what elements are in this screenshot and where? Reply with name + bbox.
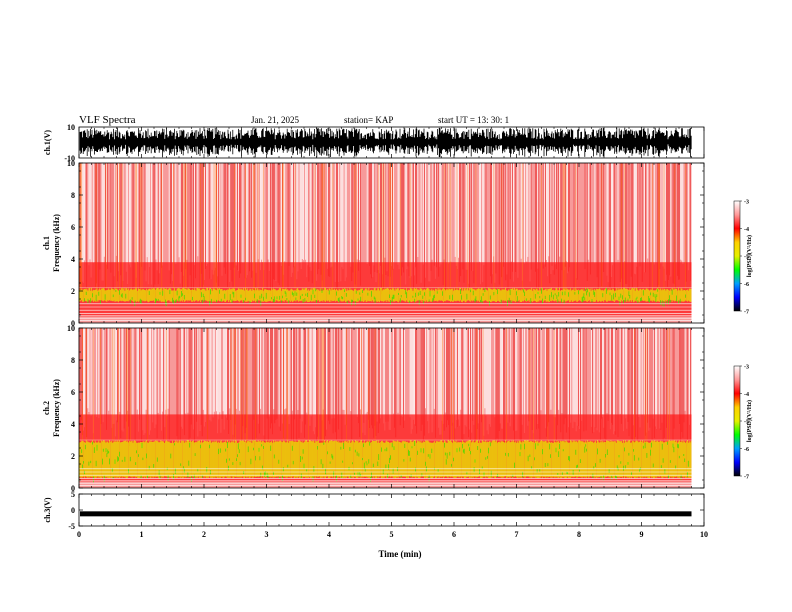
x-tick-label: 6 — [452, 530, 456, 539]
colorbar-label: log(PSD)(V²/Hz) — [746, 235, 753, 277]
colorbar-tick-label: -6 — [744, 447, 749, 453]
x-tick-label: 5 — [390, 530, 394, 539]
y-tick-label: 0 — [71, 506, 75, 515]
x-tick-label: 7 — [515, 530, 519, 539]
y-tick-label: 4 — [71, 420, 75, 429]
y-axis-label-channel: ch.1 — [42, 236, 51, 250]
ch1-spectrogram-orange-streaks — [79, 163, 686, 291]
y-tick-label: 0 — [71, 484, 75, 493]
colorbar-tick-label: -5 — [744, 420, 749, 426]
y-tick-label: 2 — [71, 452, 75, 461]
x-tick-label: 9 — [640, 530, 644, 539]
x-axis-label: Time (min) — [378, 549, 421, 559]
station-label: station= KAP — [344, 115, 393, 125]
x-tick-label: 0 — [77, 530, 81, 539]
y-tick-label: 2 — [71, 287, 75, 296]
colorbar-ch2 — [733, 365, 741, 477]
y-axis-label: ch.1(V) — [43, 130, 52, 155]
colorbar-tick-label: -4 — [744, 392, 749, 398]
ch3-waveform-frame — [78, 493, 705, 527]
y-tick-label: 10 — [67, 159, 75, 168]
x-tick-label: 2 — [202, 530, 206, 539]
y-tick-label: 6 — [71, 223, 75, 232]
colorbar-tick-label: -3 — [744, 365, 749, 371]
y-tick-label: 10 — [67, 324, 75, 333]
colorbar-tick-label: -6 — [744, 282, 749, 288]
colorbar-tick-label: -4 — [744, 227, 749, 233]
colorbar-tick-label: -7 — [744, 475, 749, 481]
start-time-label: start UT = 13: 30: 1 — [438, 115, 509, 125]
x-tick-label: 4 — [327, 530, 331, 539]
y-tick-label: 8 — [71, 356, 75, 365]
colorbar-label: log(PSD)(V²/Hz) — [746, 400, 753, 442]
y-axis-label-frequency: Frequency (kHz) — [52, 214, 61, 272]
date-label: Jan. 21, 2025 — [251, 115, 299, 125]
x-tick-label: 8 — [577, 530, 581, 539]
y-tick-label: 5 — [71, 490, 75, 499]
y-tick-label: 6 — [71, 388, 75, 397]
y-axis-label: ch.3(V) — [43, 497, 52, 522]
ch1-waveform-trace — [79, 127, 692, 158]
x-tick-label: 3 — [265, 530, 269, 539]
y-tick-label: 4 — [71, 255, 75, 264]
y-axis-label-frequency: Frequency (kHz) — [52, 379, 61, 437]
y-tick-label: 10 — [67, 123, 75, 132]
y-tick-label: 8 — [71, 191, 75, 200]
colorbar-tick-label: -7 — [744, 310, 749, 316]
colorbar-tick-label: -3 — [744, 200, 749, 206]
x-tick-label: 10 — [700, 530, 708, 539]
y-tick-label: -10 — [64, 154, 75, 163]
ch2-spectrogram-orange-streaks — [82, 328, 670, 443]
ch1-spectrogram-yellow-band — [78, 287, 692, 303]
colorbar-tick-label: -5 — [744, 255, 749, 261]
figure-title: VLF Spectra — [79, 114, 136, 126]
colorbar-ch1 — [733, 200, 741, 312]
y-tick-label: -5 — [68, 522, 75, 531]
ch2-spectrogram-yellow-band — [78, 440, 692, 479]
x-tick-label: 1 — [140, 530, 144, 539]
y-tick-label: 0 — [71, 319, 75, 328]
y-axis-label-channel: ch.2 — [42, 401, 51, 415]
ch2-spectrogram-white-streaks — [82, 328, 690, 437]
ch3-waveform-trace — [80, 511, 692, 517]
